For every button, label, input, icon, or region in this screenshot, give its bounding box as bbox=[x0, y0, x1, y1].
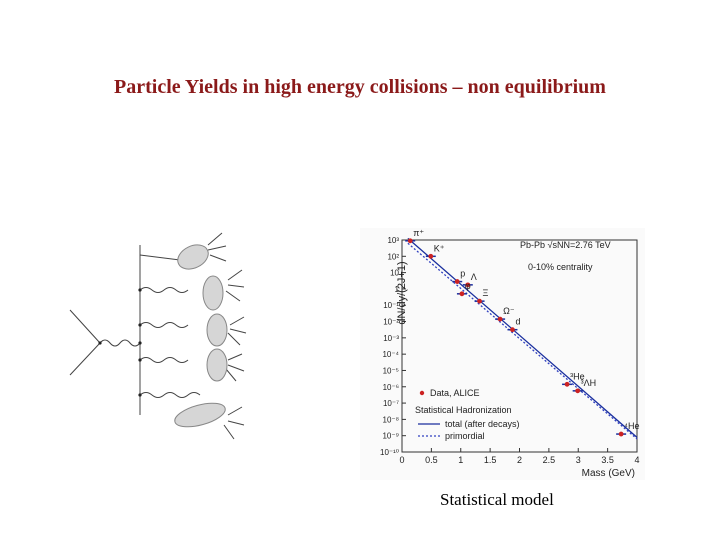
jet-2 bbox=[225, 269, 245, 302]
point-label: d bbox=[515, 317, 520, 327]
axes-group: 0 0.5 1 1.5 2 2.5 3 3.5 4 10³ 10² 10 1 10⁻¹ 10⁻² 10⁻³ 10… bbox=[380, 236, 640, 465]
legend: Data, ALICE Statistical Hadronization to… bbox=[415, 388, 520, 441]
data-points bbox=[405, 238, 627, 437]
total-line bbox=[407, 237, 638, 438]
blob-5 bbox=[174, 402, 226, 428]
point-label: K⁺ bbox=[434, 243, 445, 253]
data-point bbox=[459, 291, 465, 297]
y-tick-label: 10⁻⁴ bbox=[382, 350, 399, 359]
y-tick-label: 10⁻⁶ bbox=[383, 383, 399, 392]
branch-3 bbox=[139, 322, 189, 328]
particle-yield-chart: 0 0.5 1 1.5 2 2.5 3 3.5 4 10³ 10² 10 1 10⁻¹ 10⁻² 10⁻³ 10… bbox=[360, 228, 645, 480]
point-label: p bbox=[460, 269, 465, 279]
point-label: ³ΛH bbox=[581, 378, 597, 388]
x-tick-label: 3 bbox=[576, 455, 581, 465]
data-point bbox=[465, 282, 471, 288]
branch-1 bbox=[139, 254, 181, 261]
legend-primordial-label: primordial bbox=[445, 431, 485, 441]
x-tick-label: 1 bbox=[458, 455, 463, 465]
x-axis-label: Mass (GeV) bbox=[582, 468, 635, 479]
blob-2 bbox=[202, 275, 224, 311]
point-label: φ bbox=[465, 281, 471, 291]
y-tick-label: 10⁻¹⁰ bbox=[380, 448, 399, 457]
data-point bbox=[407, 238, 413, 244]
point-label: π⁺ bbox=[413, 228, 424, 238]
x-tick-label: 1.5 bbox=[484, 455, 497, 465]
y-tick-label: 10⁻⁵ bbox=[383, 366, 399, 375]
y-tick-label: 10⁻⁹ bbox=[382, 432, 399, 441]
legend-group-label: Statistical Hadronization bbox=[415, 405, 512, 415]
data-point bbox=[477, 298, 482, 304]
jet-5 bbox=[223, 406, 245, 440]
point-label: ³He bbox=[570, 371, 585, 381]
data-point bbox=[428, 253, 434, 259]
y-tick-label: 10⁻⁸ bbox=[383, 415, 400, 424]
slide-title: Particle Yields in high energy collision… bbox=[114, 76, 606, 98]
x-tick-label: 3.5 bbox=[601, 455, 614, 465]
data-point bbox=[510, 327, 515, 333]
blob-1 bbox=[177, 244, 209, 270]
exchange-boson bbox=[99, 339, 141, 347]
point-label: Ω⁻ bbox=[503, 306, 515, 316]
blob-3 bbox=[206, 313, 228, 347]
x-tick-label: 2.5 bbox=[543, 455, 556, 465]
jet-4 bbox=[225, 353, 245, 382]
branch-2 bbox=[139, 287, 189, 293]
y-tick-label: 1 bbox=[395, 285, 400, 294]
y-tick-label: 10³ bbox=[387, 236, 399, 245]
incoming-line-bottom bbox=[69, 342, 101, 376]
feynman-diagram bbox=[69, 232, 247, 440]
data-point bbox=[564, 381, 570, 387]
branch-5 bbox=[139, 392, 201, 398]
point-label: Ξ bbox=[483, 288, 489, 298]
centrality-annotation: 0-10% centrality bbox=[528, 262, 593, 272]
x-tick-label: 4 bbox=[634, 455, 639, 465]
data-point bbox=[454, 279, 460, 284]
jet-1 bbox=[207, 232, 227, 262]
y-tick-label: 10² bbox=[387, 252, 399, 261]
data-point bbox=[618, 431, 624, 437]
jet-3 bbox=[227, 316, 247, 346]
model-lines bbox=[407, 237, 638, 440]
branch-4 bbox=[139, 357, 189, 363]
x-tick-label: 0 bbox=[399, 455, 404, 465]
legend-data-label: Data, ALICE bbox=[430, 388, 480, 398]
y-tick-label: 10⁻² bbox=[383, 318, 399, 327]
data-point bbox=[575, 388, 581, 394]
x-tick-label: 0.5 bbox=[425, 455, 438, 465]
system-annotation: Pb-Pb √sNN=2.76 TeV bbox=[520, 240, 611, 250]
incoming-line-top bbox=[69, 309, 101, 344]
y-tick-label: 10⁻¹ bbox=[383, 301, 399, 310]
legend-total-label: total (after decays) bbox=[445, 419, 520, 429]
y-axis-label: dN/dy/(2J+1) bbox=[396, 261, 408, 324]
y-tick-label: 10⁻⁷ bbox=[383, 399, 399, 408]
blob-4 bbox=[206, 348, 228, 382]
y-tick-label: 10⁻³ bbox=[383, 334, 399, 343]
y-tick-label: 10 bbox=[390, 269, 399, 278]
x-tick-label: 2 bbox=[517, 455, 522, 465]
data-point bbox=[497, 316, 503, 322]
legend-data-marker bbox=[419, 390, 425, 396]
point-label: ⁴He bbox=[624, 421, 639, 431]
caption: Statistical model bbox=[440, 490, 554, 509]
point-label: Λ bbox=[471, 272, 477, 282]
